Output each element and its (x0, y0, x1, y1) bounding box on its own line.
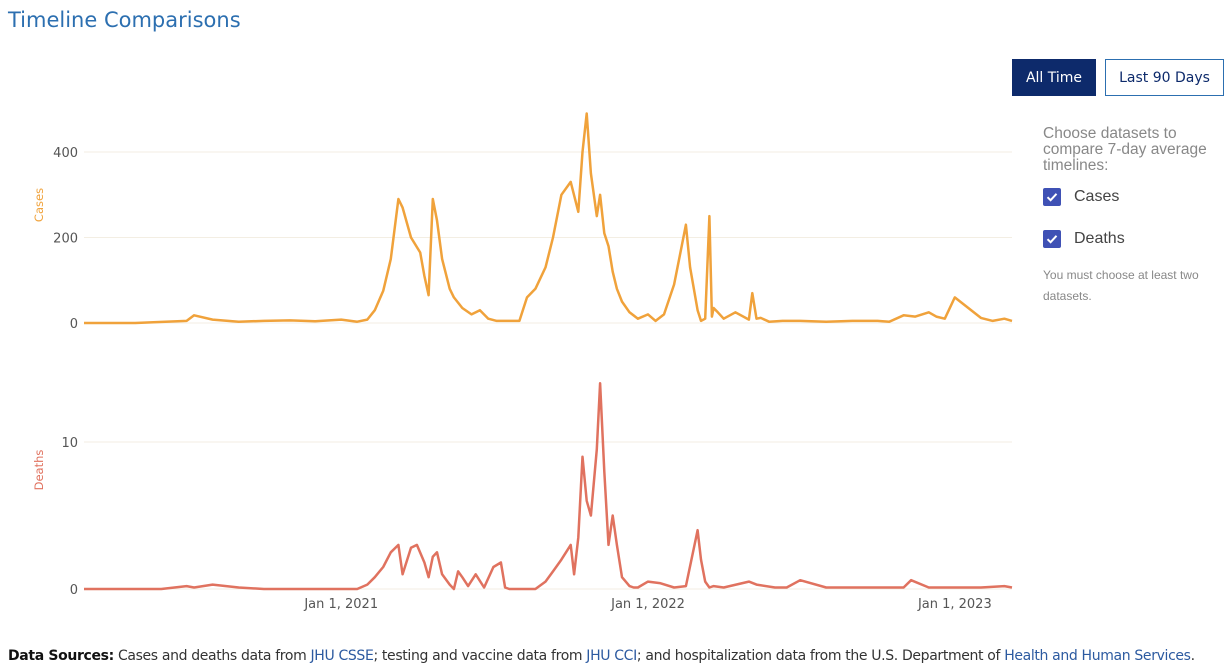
footer-text-2: ; testing and vaccine data from (373, 648, 587, 664)
y-axis-label: Deaths (32, 450, 46, 491)
panel-cases: 0 200 400 Cases (32, 112, 1013, 332)
dataset-selector: Choose datasets to compare 7-day average… (1043, 126, 1223, 307)
checkmark-icon (1046, 193, 1058, 202)
dataset-selector-heading: Choose datasets to compare 7-day average… (1043, 125, 1207, 174)
page-title: Timeline Comparisons (8, 8, 241, 32)
jhu-csse-link[interactable]: JHU CSSE (310, 648, 374, 664)
jhu-cci-link[interactable]: JHU CCI (586, 648, 637, 664)
deaths-checkbox-label: Deaths (1074, 230, 1125, 247)
hhs-link[interactable]: Health and Human Services (1004, 648, 1191, 664)
panel-deaths: 0 10 Deaths Jan 1, 2021 Jan 1, 2022 Jan 1, 20… (32, 381, 1013, 612)
y-tick-label: 400 (53, 146, 78, 161)
x-tick-label: Jan 1, 2023 (917, 597, 992, 612)
cases-checkbox-row[interactable]: Cases (1043, 185, 1223, 209)
y-tick-label: 0 (70, 317, 78, 332)
x-tick-label: Jan 1, 2022 (610, 597, 685, 612)
dataset-selector-note: You must choose at least two datasets. (1043, 268, 1199, 303)
cases-checkbox-label: Cases (1074, 188, 1120, 205)
series-line-cases (84, 112, 1013, 325)
deaths-checkbox-row[interactable]: Deaths (1043, 227, 1223, 251)
footer-text-4: . (1190, 648, 1195, 664)
cases-checkbox[interactable] (1043, 188, 1061, 206)
y-axis-label: Cases (32, 188, 46, 222)
y-tick-label: 200 (53, 232, 78, 247)
series-line-deaths (84, 381, 1013, 591)
footer-text-1: Cases and deaths data from (113, 648, 311, 664)
timeline-charts: 0 200 400 Cases 0 10 Deaths Jan 1, 2021 Jan 1, 2… (32, 112, 1013, 612)
last-90-days-button[interactable]: Last 90 Days (1105, 59, 1224, 96)
data-sources-label: Data Sources: (8, 648, 114, 664)
x-tick-label: Jan 1, 2021 (303, 597, 378, 612)
y-tick-label: 0 (70, 583, 78, 598)
deaths-checkbox[interactable] (1043, 230, 1061, 248)
all-time-button[interactable]: All Time (1012, 59, 1096, 96)
checkmark-icon (1046, 235, 1058, 244)
y-tick-label: 10 (61, 436, 78, 451)
footer-text-3: ; and hospitalization data from the U.S.… (636, 648, 1005, 664)
data-sources: Data Sources: Cases and deaths data from… (8, 648, 1195, 664)
